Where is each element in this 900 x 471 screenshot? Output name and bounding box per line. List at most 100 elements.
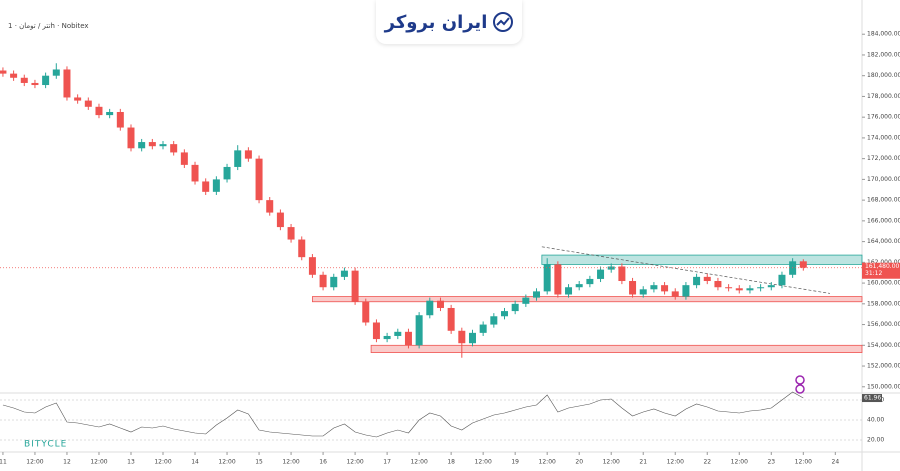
candle-body xyxy=(266,200,274,213)
y-tick-label: 150,000.00 xyxy=(867,383,900,390)
x-tick-label: 12:00 xyxy=(603,459,620,466)
y-tick-label: 158,000.00 xyxy=(867,300,900,307)
x-tick-label: 14 xyxy=(191,459,199,466)
candle-body xyxy=(372,322,380,340)
x-tick-label: 16 xyxy=(319,459,327,466)
candle-body xyxy=(490,316,498,325)
candle-body xyxy=(533,291,541,298)
candle-body xyxy=(255,158,263,201)
zone xyxy=(312,296,863,303)
candle-body xyxy=(202,181,210,192)
brand-text: ایران بروکر xyxy=(384,11,488,33)
candle-body xyxy=(671,291,679,297)
candle-body xyxy=(298,239,306,258)
candle-body xyxy=(31,82,39,86)
candle-body xyxy=(10,73,18,78)
candle-body xyxy=(682,285,690,297)
event-icon[interactable] xyxy=(795,375,805,385)
candle-body xyxy=(223,166,231,180)
y-tick-label: 176,000.00 xyxy=(867,114,900,121)
candle-body xyxy=(436,300,444,308)
x-tick-label: 17 xyxy=(383,459,391,466)
trendline xyxy=(541,246,831,294)
candle-body xyxy=(84,100,92,107)
candle-body xyxy=(404,331,412,346)
candle-body xyxy=(0,70,7,74)
y-tick-label: 182,000.00 xyxy=(867,51,900,58)
legend-text: تتر / تومان · 1h · Nobitex xyxy=(8,22,89,30)
rsi-tick-label: 20.00 xyxy=(867,437,884,444)
y-tick-label: 172,000.00 xyxy=(867,155,900,162)
candle-body xyxy=(287,227,295,240)
event-icon[interactable] xyxy=(795,384,805,394)
rsi-label-box xyxy=(862,394,882,403)
x-tick-label: 12:00 xyxy=(154,459,171,466)
candle-body xyxy=(501,311,509,317)
candle-body xyxy=(330,276,338,288)
candle-body xyxy=(767,285,775,288)
x-tick-label: 24 xyxy=(832,459,840,466)
candle-body xyxy=(543,264,551,292)
candle-body xyxy=(138,142,146,149)
x-tick-label: 12 xyxy=(63,459,71,466)
candle-body xyxy=(95,106,103,116)
y-tick-label: 156,000.00 xyxy=(867,321,900,328)
candle-body xyxy=(276,212,284,228)
x-tick-label: 12:00 xyxy=(282,459,299,466)
x-tick-label: 23 xyxy=(767,459,775,466)
candle-body xyxy=(586,278,594,285)
y-tick-label: 164,000.00 xyxy=(867,238,900,245)
candle-body xyxy=(127,127,135,149)
candle-body xyxy=(351,270,359,302)
candle-body xyxy=(244,150,252,159)
y-tick-label: 178,000.00 xyxy=(867,93,900,100)
candle-body xyxy=(42,75,50,86)
candle-body xyxy=(308,257,316,275)
candle-body xyxy=(618,266,626,282)
rsi-label: 61.96 xyxy=(864,395,881,402)
candle-body xyxy=(106,111,114,116)
x-tick-label: 21 xyxy=(639,459,647,466)
x-tick-label: 12:00 xyxy=(667,459,684,466)
candle-body xyxy=(340,270,348,277)
rsi-line xyxy=(2,391,804,438)
candle-body xyxy=(511,303,519,312)
candle-body xyxy=(383,335,391,340)
x-tick-label: 12:00 xyxy=(475,459,492,466)
candle-body xyxy=(778,274,786,286)
x-tick-label: 13 xyxy=(127,459,135,466)
candle-body xyxy=(191,164,199,182)
candle-body xyxy=(52,69,60,76)
y-tick-label: 162,000.00 xyxy=(867,259,900,266)
candle-body xyxy=(575,284,583,288)
candle-body xyxy=(415,315,423,346)
x-tick-label: 12:00 xyxy=(218,459,235,466)
candle-body xyxy=(746,288,754,291)
candle-body xyxy=(799,261,807,268)
rsi-tick-label: 40.00 xyxy=(867,417,884,424)
candle-body xyxy=(554,264,562,295)
y-tick-label: 180,000.00 xyxy=(867,72,900,79)
candle-body xyxy=(319,274,327,288)
y-tick-label: 168,000.00 xyxy=(867,197,900,204)
candle-body xyxy=(426,300,434,316)
candle-body xyxy=(63,69,71,98)
x-tick-label: 19 xyxy=(511,459,519,466)
candle-body xyxy=(597,269,605,279)
candle-body xyxy=(629,281,637,295)
candle-body xyxy=(148,142,156,147)
candle-body xyxy=(693,276,701,286)
candle-body xyxy=(522,297,530,304)
candle-body xyxy=(159,144,167,147)
candle-body xyxy=(116,111,124,128)
candle-body xyxy=(74,97,82,101)
candle-body xyxy=(639,289,647,295)
y-tick-label: 154,000.00 xyxy=(867,342,900,349)
candle-body xyxy=(394,331,402,336)
candle-body xyxy=(703,276,711,282)
zone xyxy=(541,254,863,265)
x-tick-label: 12:00 xyxy=(346,459,363,466)
